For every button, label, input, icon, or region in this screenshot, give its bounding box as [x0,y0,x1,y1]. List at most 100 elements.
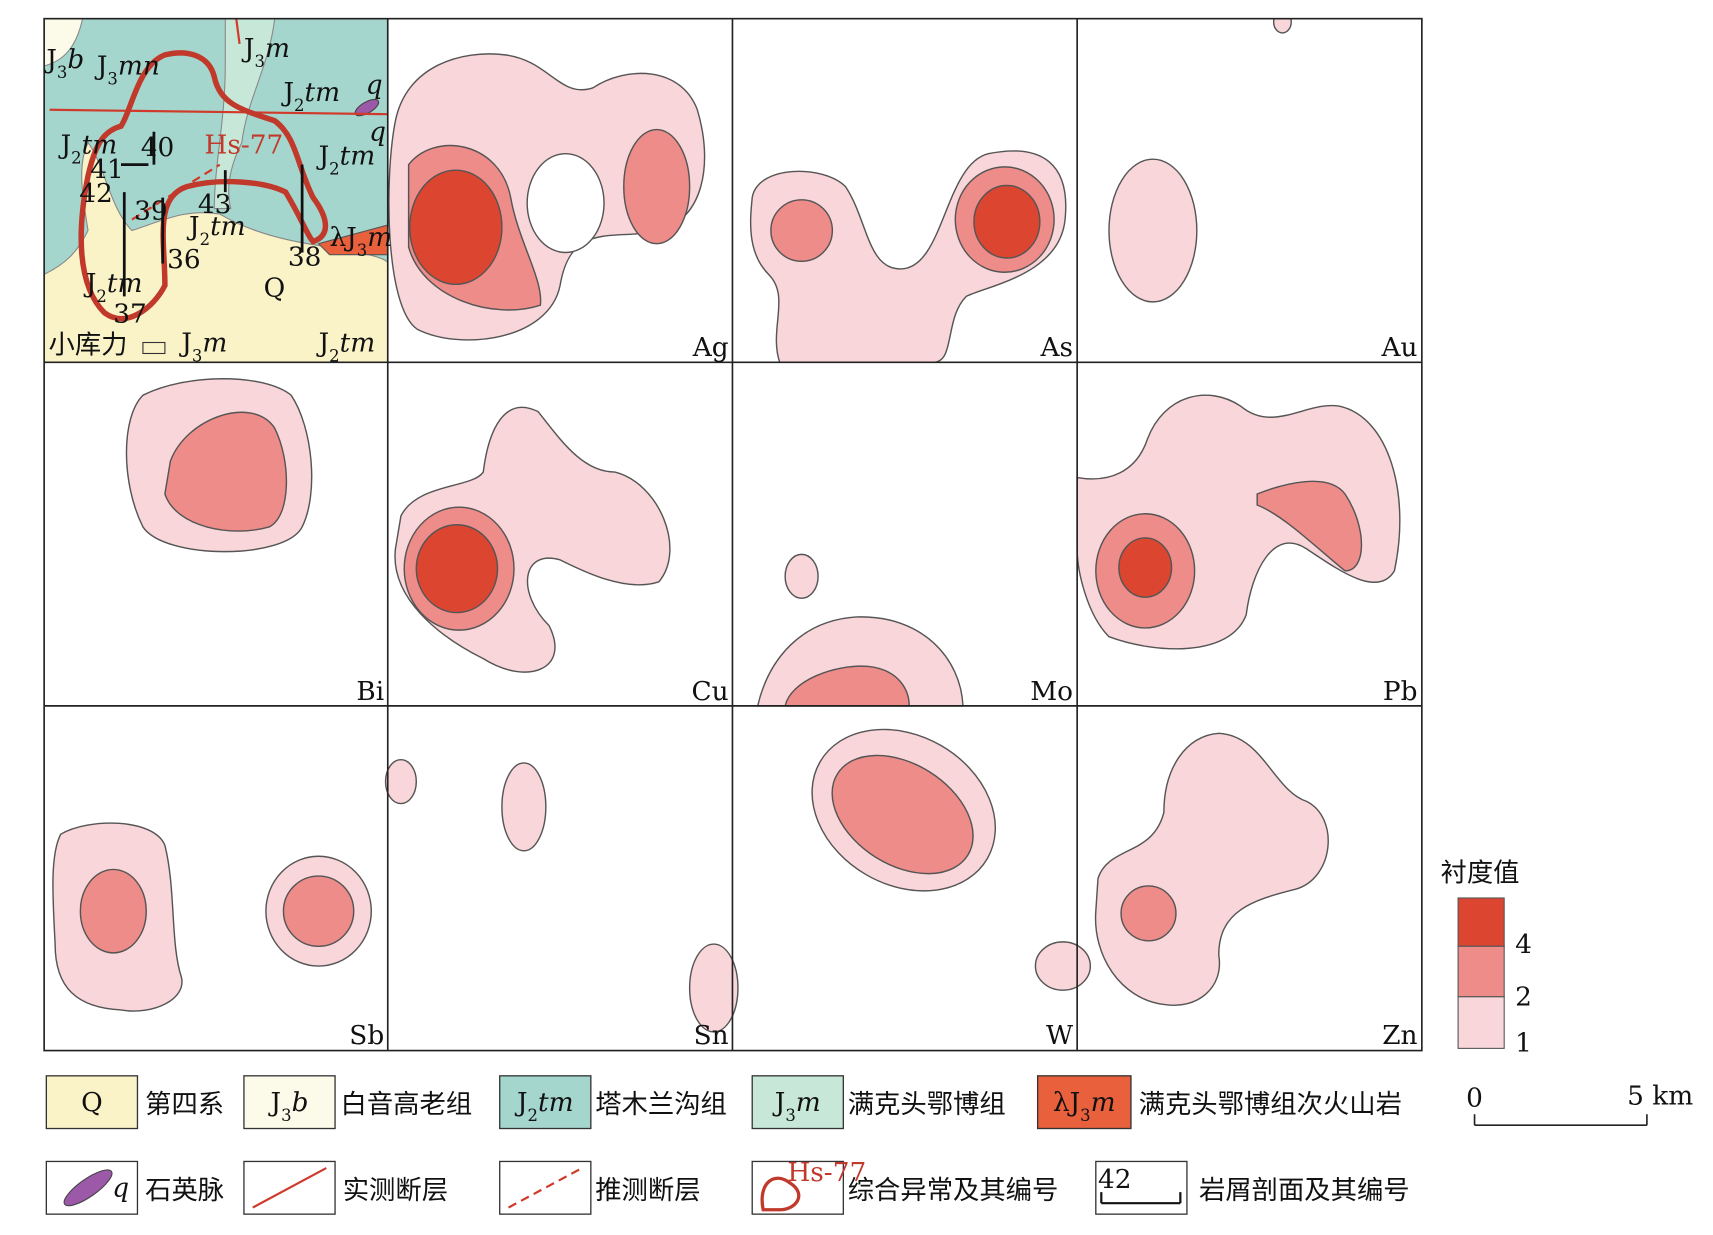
label-part: λJ [330,223,357,253]
panel-label: Ag [692,333,729,363]
label-part: J [178,328,192,358]
section-number: 36 [167,245,201,275]
legend-symbol: q [112,1174,129,1204]
label-part: 3 [57,63,67,82]
label-part: J [772,1088,786,1118]
legend-swatch [243,1075,336,1130]
label-part: J [316,142,330,172]
label-part: 3 [281,1105,291,1124]
label-part: 2 [71,148,81,167]
label-part: q [112,1174,129,1204]
label-part: m [796,1088,821,1118]
legend-swatch [751,1160,844,1215]
colorbar [1457,897,1505,1049]
label-part: mn [118,52,160,82]
legend-fault [252,1167,327,1209]
label-part: 3 [785,1105,795,1124]
legend-label: 综合异常及其编号 [848,1176,1059,1206]
place-name: 小库力 [49,330,128,360]
legend-symbol: λJ3m [1053,1088,1116,1125]
label-part: b [292,1088,309,1118]
section-number: 40 [141,133,175,163]
unit-label: q [366,70,383,100]
label-part: J [58,131,72,161]
label-part: 2 [200,229,210,248]
section-number: 38 [288,243,322,273]
label-part: tm [82,131,118,161]
colorbar-tick: 4 [1515,930,1532,960]
label-part: Hs-77 [787,1158,866,1188]
legend-symbol: J3b [268,1088,309,1125]
label-part: 3 [255,52,265,71]
label-part: J [43,45,57,75]
unit-label: J3b [43,45,84,82]
label-part: λJ [1053,1088,1080,1118]
label-part: J [316,328,330,358]
legend-label: 满克头鄂博组 [848,1090,1006,1120]
label-part: 2 [528,1105,538,1124]
scale-end: 5 km [1627,1081,1693,1111]
label-part: tm [340,328,376,358]
label-part: 3 [107,69,117,88]
label-part: J [268,1088,282,1118]
legend-section [1100,1192,1182,1205]
unit-label: J2tm [280,78,340,115]
label-part: 3 [1080,1105,1090,1124]
unit-label: J2tm [316,328,376,365]
unit-label: J2tm [316,142,376,179]
panel-label: Sn [694,1021,729,1051]
unit-label: J3mn [94,52,160,89]
label-part: 3 [192,346,202,365]
section-number: 41 [90,155,124,185]
legend-label: 推测断层 [595,1176,700,1206]
label-part: Q [264,273,286,303]
label-part: J [94,52,108,82]
unit-label: J3m [241,34,290,71]
label-part: Q [81,1088,103,1118]
label-part: 2 [329,159,339,178]
colorbar-tick: 1 [1515,1029,1532,1059]
legend-swatch [751,1075,844,1130]
legend-label: 石英脉 [145,1176,224,1206]
contours [52,18,1401,1033]
panel-grid [43,17,1423,1052]
legend-symbol: 42 [1098,1165,1132,1195]
label-part: J [83,269,97,299]
legend-swatch [499,1075,592,1130]
colorbar-tick: 2 [1515,983,1532,1013]
anomaly-label: Hs-77 [204,131,283,161]
panel-label: As [1040,333,1074,363]
legend-vein [63,1169,113,1207]
label-part: J [241,34,255,64]
label-part: 42 [1098,1165,1132,1195]
panel-label: Au [1380,333,1417,363]
legend-symbol: J2tm [514,1088,574,1125]
scale-start: 0 [1466,1084,1483,1114]
label-part: tm [538,1088,574,1118]
label-part: q [369,118,386,148]
unit-label: J2tm [186,212,246,249]
legend-label: 白音高老组 [341,1090,473,1120]
label-part: m [202,328,227,358]
label-part: J [514,1088,528,1118]
section-number: 43 [198,190,232,220]
section-number: 37 [113,300,147,330]
colorbar-title: 衬度值 [1441,859,1520,889]
legend-label: 塔木兰沟组 [595,1090,727,1120]
legend-symbol: J3m [772,1088,821,1125]
label-part: m [265,34,290,64]
panel-label: Mo [1030,677,1073,707]
label-part: m [367,223,392,253]
label-part: 3 [357,240,367,259]
unit-label: q [369,118,386,148]
panel-label: Bi [356,677,384,707]
label-part: 2 [329,346,339,365]
legend-symbol: Hs-77 [787,1158,866,1188]
panel-label: Pb [1383,677,1418,707]
unit-label: Q [264,273,286,303]
label-part: 2 [96,287,106,306]
section-number: 42 [79,179,113,209]
legend-label: 岩屑剖面及其编号 [1199,1176,1410,1206]
label-part: J [280,78,294,108]
